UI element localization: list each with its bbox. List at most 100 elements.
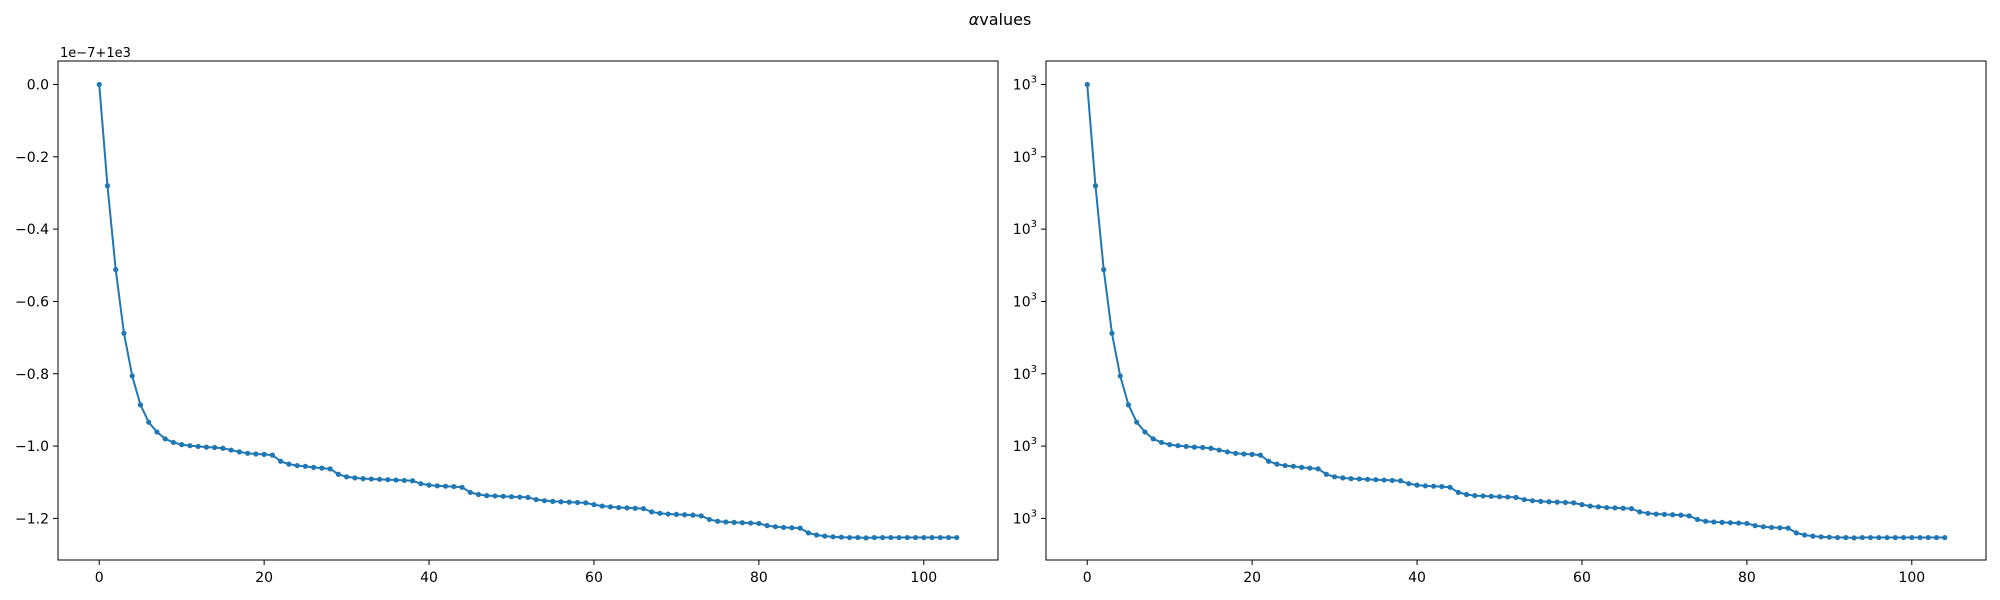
right-data-point [1884,534,1890,541]
right-data-point [1769,524,1775,531]
right-data-point [1125,402,1132,408]
left-data-point [871,534,877,541]
left-data-point [583,500,589,506]
left-y-tick-label: 0.0 [27,78,49,94]
right-data-point [1208,445,1214,451]
right-data-point [1307,465,1313,471]
right-data-point [1266,458,1272,464]
right-data-point [1859,534,1865,541]
right-data-point [1637,509,1643,515]
right-data-point [1802,532,1808,538]
right-data-point [1892,534,1898,541]
right-data-point [1348,476,1354,482]
right-data-point [1299,464,1305,470]
left-data-point [261,451,267,457]
left-data-point [764,523,770,529]
left-data-point [591,502,597,508]
left-data-point [888,534,894,541]
left-data-point [500,493,506,499]
right-data-point [1620,505,1626,511]
right-data-point [1430,483,1437,489]
right-data-point [1175,443,1181,449]
right-x-tick-label: 80 [1738,570,1756,586]
right-data-point [1373,477,1379,483]
right-data-point [1925,534,1931,541]
right-data-point [1463,491,1470,498]
left-data-point [912,534,919,541]
right-data-point [1876,534,1882,541]
left-data-point [253,451,259,457]
right-y-tick-label: 103 [1013,364,1037,383]
figure-title: αvalues [969,10,1032,29]
right-data-point [1505,494,1511,500]
right-y-tick-label: 103 [1013,219,1037,238]
right-data-point [1150,436,1156,442]
left-offset-text: 1e−7+1e3 [60,46,131,61]
right-data-point [1167,442,1173,448]
left-data-point [863,535,869,541]
left-data-point [574,499,581,506]
left-x-tick-label: 80 [750,570,768,586]
right-data-point [1917,534,1923,541]
right-plot-marks [1084,81,1948,541]
left-data-point [855,534,861,541]
right-data-point [1851,535,1857,541]
right-data-point [1538,498,1544,504]
left-y-tick-label: −1.2 [15,511,49,527]
right-data-point [1332,474,1338,480]
right-data-point [1274,461,1280,467]
left-data-point [187,443,193,449]
left-data-point [96,81,102,88]
right-data-point [1711,519,1717,525]
left-data-point [517,494,523,500]
left-data-point [896,534,902,541]
right-data-point [1612,505,1618,511]
left-data-point [129,373,135,379]
left-data-point [954,534,960,541]
left-data-point [632,505,638,511]
left-data-point [311,464,317,470]
right-data-point [1793,530,1799,536]
right-data-point [1439,483,1445,490]
left-x-tick-label: 40 [420,570,438,586]
left-data-point [748,520,754,526]
left-data-point [484,493,490,499]
left-data-point [162,436,168,442]
left-data-point [929,534,935,541]
right-data-point [1785,525,1791,531]
left-data-point [797,525,803,531]
left-data-point [682,512,688,518]
left-data-point [731,519,737,525]
left-data-point [673,511,680,518]
left-data-point [228,447,234,453]
right-data-point [1736,520,1742,526]
left-x-tick-label: 20 [255,570,273,586]
left-data-point [360,476,366,482]
right-data-point [1521,496,1527,503]
left-data-point [492,493,498,499]
right-data-point [1604,504,1610,511]
left-data-point [368,476,374,482]
left-data-point [426,482,432,488]
left-y-tick-label: −0.6 [15,294,49,310]
right-data-point [1389,477,1395,484]
left-data-point [690,512,696,518]
right-data-point [1397,478,1404,484]
right-data-point [1752,523,1758,529]
right-data-point [1529,498,1536,504]
right-data-point [1933,534,1940,541]
left-data-point [442,483,449,489]
left-data-point [418,481,424,487]
left-data-point [772,524,778,530]
right-data-point [1678,512,1684,518]
left-data-point [203,444,210,450]
right-y-tick-label: 103 [1013,508,1037,527]
left-data-point [236,449,242,455]
left-data-point [624,505,630,511]
right-data-point [1571,500,1577,506]
left-data-point [409,478,416,484]
left-data-point [195,443,201,450]
right-data-point [1942,534,1948,541]
left-data-point [541,498,548,504]
